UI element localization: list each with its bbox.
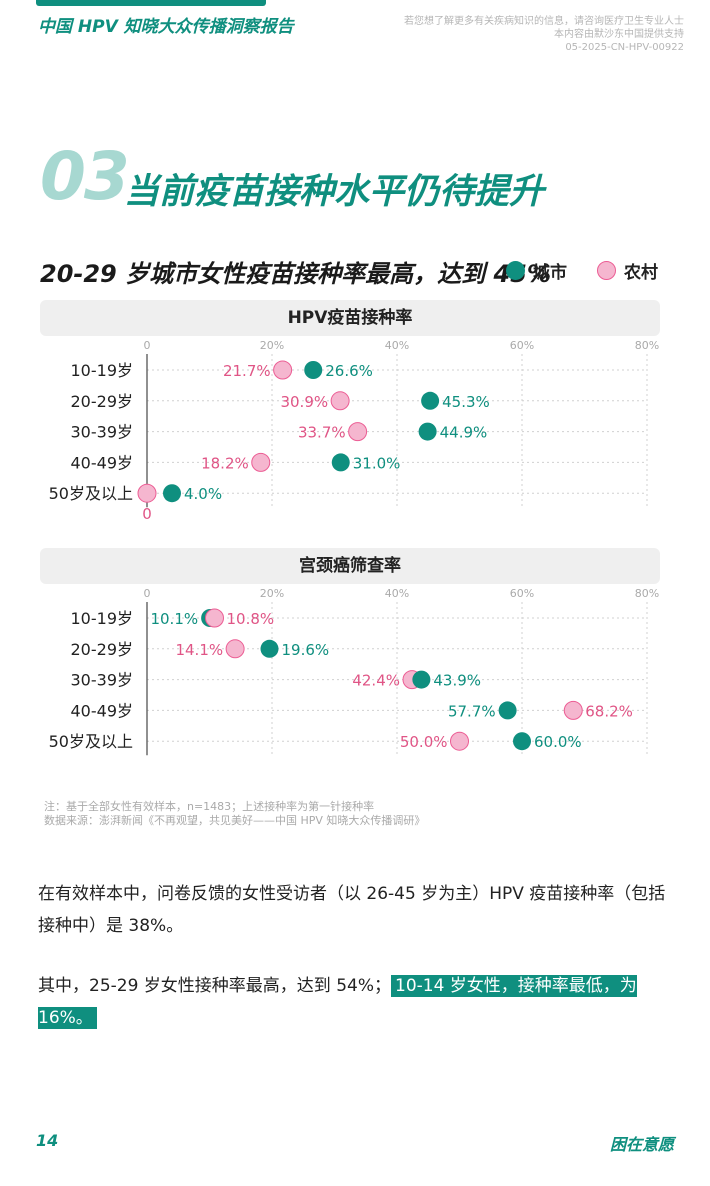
chart-title: 宫颈癌筛查率	[40, 548, 660, 584]
summary-paragraph: 在有效样本中，问卷反馈的女性受访者（以 26-45 岁为主）HPV 疫苗接种率（…	[38, 884, 666, 936]
urban-value-label: 4.0%	[184, 485, 222, 503]
legend: 城市 农村	[506, 258, 658, 283]
rural-point	[330, 391, 350, 411]
urban-value-label: 10.1%	[150, 610, 198, 628]
footnote: 注：基于全部女性有效样本，n=1483；上述接种率为第一针接种率 数据来源：澎湃…	[44, 800, 425, 828]
rural-value-label: 68.2%	[585, 702, 633, 720]
vaccination-chart: HPV疫苗接种率 0 20% 40% 60% 80% 10-19岁 20-29岁 30-39岁…	[40, 300, 660, 546]
urban-point	[513, 732, 531, 751]
urban-value-label: 44.9%	[440, 424, 488, 442]
x-tick-label: 60%	[510, 339, 534, 352]
footnote-source: 数据来源：澎湃新闻《不再观望，共见美好——中国 HPV 知晓大众传播调研》	[44, 814, 426, 827]
x-tick-label: 60%	[510, 587, 534, 600]
urban-point	[421, 391, 440, 410]
vaccination-plot: 0 20% 40% 60% 80% 10-19岁 20-29岁 30-39岁 40-49岁 50岁…	[49, 339, 660, 523]
rural-value-label: 33.7%	[298, 424, 346, 442]
urban-value-label: 60.0%	[534, 733, 582, 751]
header-note-line: 本内容由默沙东中国提供支持	[554, 29, 684, 40]
x-tick-label: 20%	[260, 339, 284, 352]
x-tick-label: 0	[144, 587, 151, 600]
category-label: 40-49岁	[71, 453, 134, 472]
x-tick-label: 20%	[260, 587, 284, 600]
category-label: 10-19岁	[71, 361, 134, 380]
category-label: 20-29岁	[71, 392, 134, 411]
urban-value-label: 57.7%	[448, 702, 496, 720]
x-tick-label: 80%	[635, 339, 659, 352]
top-accent-bar	[36, 0, 266, 6]
header-note-line: 若您想了解更多有关疾病知识的信息，请咨询医疗卫生专业人士	[404, 16, 684, 27]
category-label: 20-29岁	[71, 640, 134, 659]
screening-plot: 0 20% 40% 60% 80% 10-19岁 20-29岁 30-39岁 40-49岁 50岁…	[49, 587, 659, 756]
urban-point	[304, 361, 323, 379]
urban-point	[412, 670, 431, 689]
rural-value-label: 14.1%	[175, 641, 223, 659]
rural-value-label: 50.0%	[400, 733, 448, 751]
section-number: 03	[40, 138, 130, 215]
urban-point	[331, 453, 350, 472]
x-tick-label: 0	[144, 339, 151, 352]
rural-value-label: 10.8%	[227, 610, 275, 628]
header-note-line: 05-2025-CN-HPV-00922	[565, 42, 684, 53]
urban-point	[260, 639, 279, 658]
detail-paragraph: 其中，25-29 岁女性接种率最高，达到 54%； 10-14 岁女性，接种率最低…	[38, 970, 678, 1034]
page-number: 14	[36, 1131, 59, 1150]
rural-value-label: 0	[142, 505, 152, 523]
urban-point	[418, 422, 437, 441]
x-tick-label: 80%	[635, 587, 659, 600]
rural-point	[450, 731, 469, 751]
detail-text: 其中，25-29 岁女性接种率最高，达到 54%；	[38, 976, 391, 996]
urban-value-label: 43.9%	[433, 672, 481, 690]
category-label: 30-39岁	[71, 671, 134, 690]
section-title: 当前疫苗接种水平仍待提升	[124, 172, 545, 212]
rural-point	[348, 422, 368, 442]
rural-value-label: 42.4%	[352, 672, 400, 690]
chart-title: HPV疫苗接种率	[40, 300, 660, 336]
report-title: 中国 HPV 知晓大众传播洞察报告	[38, 17, 294, 37]
footer-brand: 困在意愿	[609, 1135, 674, 1154]
rural-point	[273, 360, 293, 380]
category-label: 10-19岁	[71, 609, 134, 628]
rural-point	[563, 700, 583, 720]
category-label: 30-39岁	[71, 423, 134, 442]
rural-point	[137, 483, 157, 503]
screening-chart: 宫颈癌筛查率 0 20% 40% 60% 80% 10-19岁 20-29岁 30-39岁 40…	[40, 548, 660, 794]
legend-urban-label: 城市	[533, 263, 567, 283]
category-label: 50岁及以上	[49, 484, 133, 503]
urban-point	[163, 484, 181, 503]
urban-value-label: 45.3%	[442, 393, 490, 411]
rural-point	[205, 608, 224, 628]
legend-rural-swatch	[597, 261, 616, 280]
rural-point	[251, 452, 271, 472]
header-notes: 若您想了解更多有关疾病知识的信息，请咨询医疗卫生专业人士 本内容由默沙东中国提供…	[404, 15, 684, 54]
legend-rural-label: 农村	[624, 263, 658, 283]
rural-value-label: 30.9%	[280, 393, 328, 411]
category-label: 50岁及以上	[49, 732, 133, 751]
x-tick-label: 40%	[385, 339, 409, 352]
legend-urban-swatch	[506, 261, 525, 280]
rural-point	[225, 639, 245, 659]
chart-subtitle: 20-29 岁城市女性疫苗接种率最高，达到 45%	[40, 260, 551, 288]
urban-point	[498, 701, 517, 720]
rural-value-label: 18.2%	[201, 454, 249, 472]
rural-value-label: 21.7%	[223, 362, 271, 380]
urban-value-label: 26.6%	[325, 362, 373, 380]
footnote-note: 注：基于全部女性有效样本，n=1483；上述接种率为第一针接种率	[44, 800, 375, 813]
urban-value-label: 19.6%	[282, 641, 330, 659]
category-label: 40-49岁	[71, 701, 134, 720]
x-tick-label: 40%	[385, 587, 409, 600]
urban-value-label: 31.0%	[353, 454, 401, 472]
